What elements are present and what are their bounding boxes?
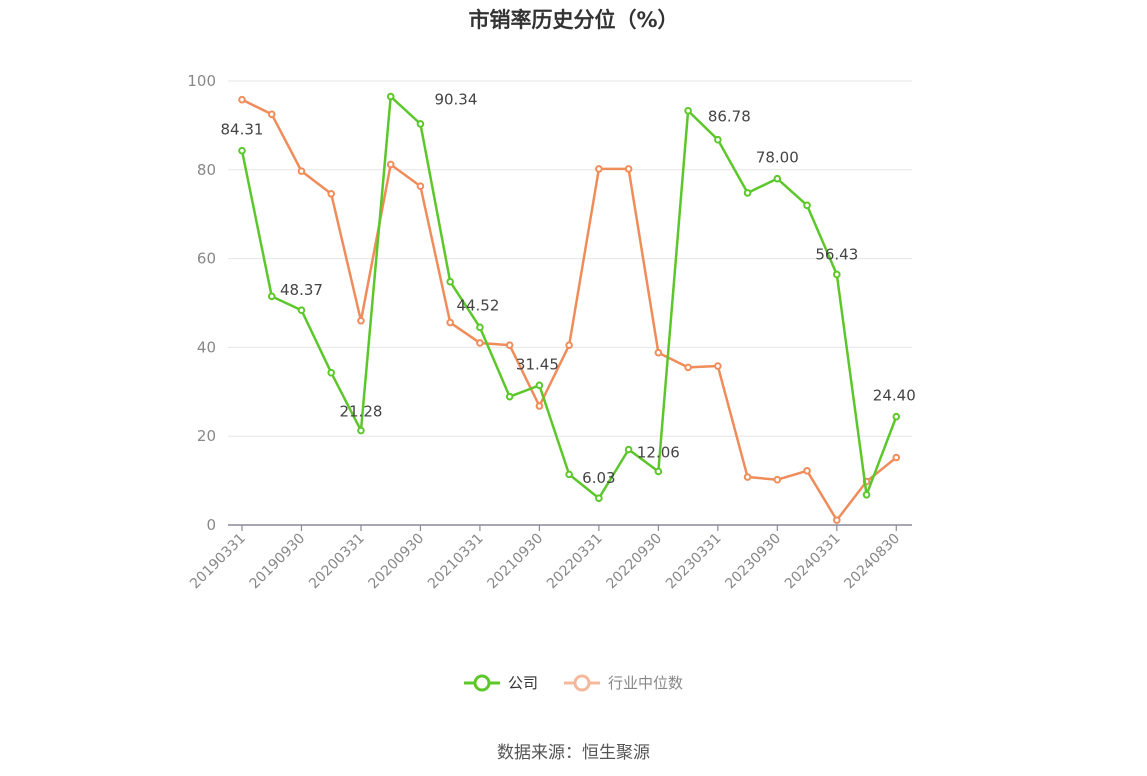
y-tick-label: 100 [187, 72, 216, 90]
company-point [267, 292, 276, 301]
data-label: 84.31 [221, 121, 264, 139]
company-point [386, 92, 395, 101]
industry-point [297, 167, 306, 175]
company-point [535, 381, 544, 390]
industry-point [476, 339, 484, 347]
company-point [862, 491, 871, 499]
legend-industry-label: 行业中位数 [608, 674, 684, 692]
x-tick-label: 20210331 [425, 531, 487, 593]
data-label: 86.78 [708, 108, 751, 126]
x-tick-label: 20220930 [603, 531, 665, 593]
company-point [684, 106, 692, 115]
y-tick-label: 60 [197, 250, 216, 268]
industry-point [267, 110, 276, 119]
company-point [714, 135, 722, 144]
company-point [833, 270, 841, 279]
x-tick-label: 20200930 [366, 531, 428, 593]
data-label: 44.52 [456, 296, 499, 314]
x-tick-label: 20220331 [544, 531, 606, 593]
y-tick-label: 80 [197, 161, 216, 179]
data-label: 31.45 [516, 355, 559, 373]
company-point [654, 467, 663, 476]
industry-point [565, 341, 573, 349]
company-point [892, 412, 901, 421]
x-tick-label: 20190331 [187, 531, 249, 593]
company-point [773, 174, 782, 183]
y-tick-label: 0 [206, 516, 216, 534]
industry-point [714, 362, 722, 370]
line-chart: 0 20 40 60 80 100 2019033120190930202003312020… [187, 72, 916, 593]
legend-industry-swatch [564, 674, 600, 691]
industry-point [892, 453, 901, 462]
company-point [803, 201, 811, 210]
data-label: 12.06 [637, 443, 680, 461]
industry-point [684, 363, 692, 372]
company-point [446, 277, 454, 286]
data-label: 24.40 [873, 387, 916, 405]
legend-company-swatch [463, 674, 500, 691]
company-point [743, 189, 752, 197]
industry-point [773, 475, 782, 484]
company-point [416, 120, 425, 128]
x-tick-label: 20200331 [306, 531, 368, 593]
industry-point [505, 341, 514, 349]
company-point [624, 445, 633, 454]
company-point [505, 392, 514, 401]
industry-point [654, 348, 663, 357]
data-label: 6.03 [582, 469, 615, 487]
industry-point [624, 165, 633, 173]
data-label: 48.37 [280, 281, 323, 299]
x-tick-label: 20230930 [722, 531, 784, 593]
company-point [565, 470, 573, 479]
industry-point [833, 516, 841, 524]
y-tick-label: 20 [197, 427, 216, 445]
industry-point [386, 160, 395, 169]
chart-title: 市销率历史分位（%） [468, 8, 679, 32]
industry-point [357, 316, 365, 325]
x-tick-label: 20230331 [663, 531, 725, 593]
industry-point [446, 318, 454, 327]
industry-point [416, 182, 425, 191]
industry-point [535, 402, 544, 410]
legend: 公司 行业中位数 [0, 672, 1147, 693]
legend-item-company[interactable]: 公司 [463, 672, 538, 693]
y-tick-label: 40 [197, 338, 216, 356]
industry-point [238, 95, 246, 104]
legend-company-label: 公司 [507, 674, 538, 692]
industry-point [743, 473, 752, 481]
industry-point [595, 165, 603, 173]
x-tick-label: 20240830 [841, 531, 903, 593]
data-source: 数据来源：恒生聚源 [497, 743, 650, 763]
company-point [357, 426, 365, 435]
data-label: 56.43 [815, 245, 858, 263]
data-label: 78.00 [756, 149, 799, 167]
data-label: 21.28 [339, 403, 382, 421]
company-point [327, 368, 336, 377]
data-label: 90.34 [434, 91, 477, 109]
industry-point [803, 467, 811, 475]
x-tick-label: 20210930 [485, 531, 547, 593]
x-tick-label: 20190930 [247, 531, 309, 593]
company-point [238, 146, 246, 155]
company-point [595, 494, 603, 503]
industry-point [327, 189, 336, 198]
company-point [476, 323, 484, 332]
company-point [297, 306, 306, 315]
x-tick-label: 20240331 [782, 531, 844, 593]
legend-item-industry[interactable]: 行业中位数 [564, 672, 683, 693]
